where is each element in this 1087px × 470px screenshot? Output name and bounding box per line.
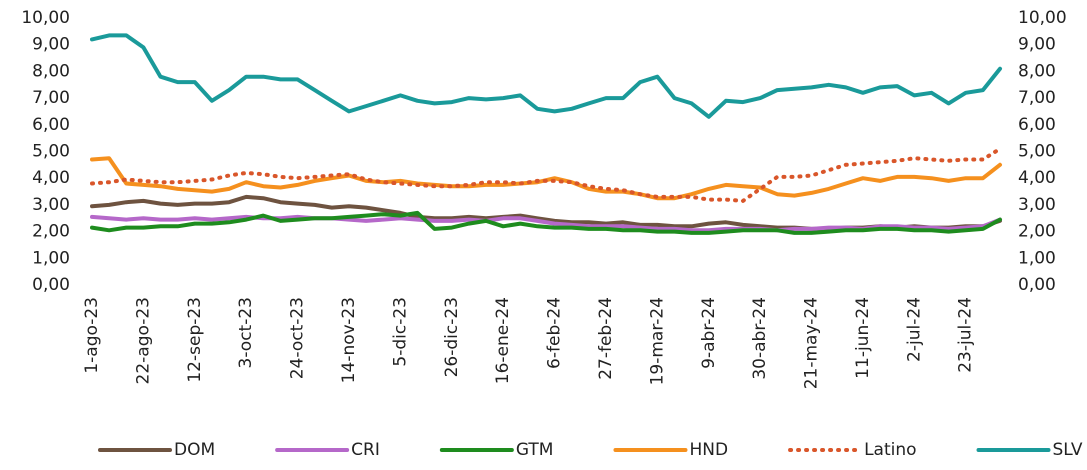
y-tick-label: 4,00 bbox=[32, 168, 70, 188]
y2-tick-label: 8,00 bbox=[1018, 61, 1056, 81]
x-tick-label: 24-oct-23 bbox=[288, 297, 308, 379]
y2-tick-label: 7,00 bbox=[1018, 88, 1056, 108]
x-tick-label: 2-jul-24 bbox=[904, 297, 924, 362]
y2-tick-label: 0,00 bbox=[1018, 275, 1056, 295]
legend-label: CRI bbox=[351, 440, 380, 460]
legend-label: GTM bbox=[516, 440, 554, 460]
x-tick-label: 5-dic-23 bbox=[390, 297, 410, 367]
y2-tick-label: 4,00 bbox=[1018, 168, 1056, 188]
x-tick-label: 27-feb-24 bbox=[596, 297, 616, 380]
y2-tick-label: 10,00 bbox=[1018, 8, 1067, 28]
y-tick-label: 9,00 bbox=[32, 35, 70, 55]
x-tick-label: 6-feb-24 bbox=[545, 297, 565, 369]
series-line bbox=[90, 146, 1002, 203]
y2-tick-label: 6,00 bbox=[1018, 115, 1056, 135]
y-tick-label: 10,00 bbox=[21, 8, 70, 28]
legend-label: SLV bbox=[1053, 440, 1083, 460]
x-tick-label: 26-dic-23 bbox=[442, 297, 462, 377]
series-line bbox=[90, 33, 1002, 119]
x-tick-label: 9-abr-24 bbox=[699, 297, 719, 369]
y-tick-label: 8,00 bbox=[32, 61, 70, 81]
series-line bbox=[90, 210, 1002, 235]
x-tick-label: 16-ene-24 bbox=[493, 297, 513, 384]
y-tick-label: 6,00 bbox=[32, 115, 70, 135]
legend-label: Latino bbox=[864, 440, 916, 460]
y2-tick-label: 2,00 bbox=[1018, 222, 1056, 242]
x-tick-label: 23-jul-24 bbox=[956, 297, 976, 373]
y-tick-label: 2,00 bbox=[32, 222, 70, 242]
series-line bbox=[90, 214, 1002, 233]
x-tick-label: 11-jun-24 bbox=[853, 297, 873, 379]
y-tick-label: 7,00 bbox=[32, 88, 70, 108]
y2-tick-label: 3,00 bbox=[1018, 195, 1056, 215]
y2-tick-label: 5,00 bbox=[1018, 142, 1056, 162]
legend-label: HND bbox=[689, 440, 728, 460]
x-tick-label: 19-mar-24 bbox=[647, 297, 667, 385]
x-tick-label: 14-nov-23 bbox=[339, 297, 359, 383]
x-tick-label: 1-ago-23 bbox=[82, 297, 102, 374]
y-tick-label: 3,00 bbox=[32, 195, 70, 215]
y2-tick-label: 9,00 bbox=[1018, 35, 1056, 55]
x-tick-label: 21-may-24 bbox=[802, 297, 822, 389]
legend-label: DOM bbox=[174, 440, 215, 460]
y2-tick-label: 1,00 bbox=[1018, 248, 1056, 268]
x-tick-label: 3-oct-23 bbox=[236, 297, 256, 368]
x-tick-label: 22-ago-23 bbox=[133, 297, 153, 384]
x-tick-label: 30-abr-24 bbox=[750, 297, 770, 380]
y-tick-label: 1,00 bbox=[32, 248, 70, 268]
x-tick-label: 12-sep-23 bbox=[185, 297, 205, 383]
y-tick-label: 5,00 bbox=[32, 142, 70, 162]
y-tick-label: 0,00 bbox=[32, 275, 70, 295]
